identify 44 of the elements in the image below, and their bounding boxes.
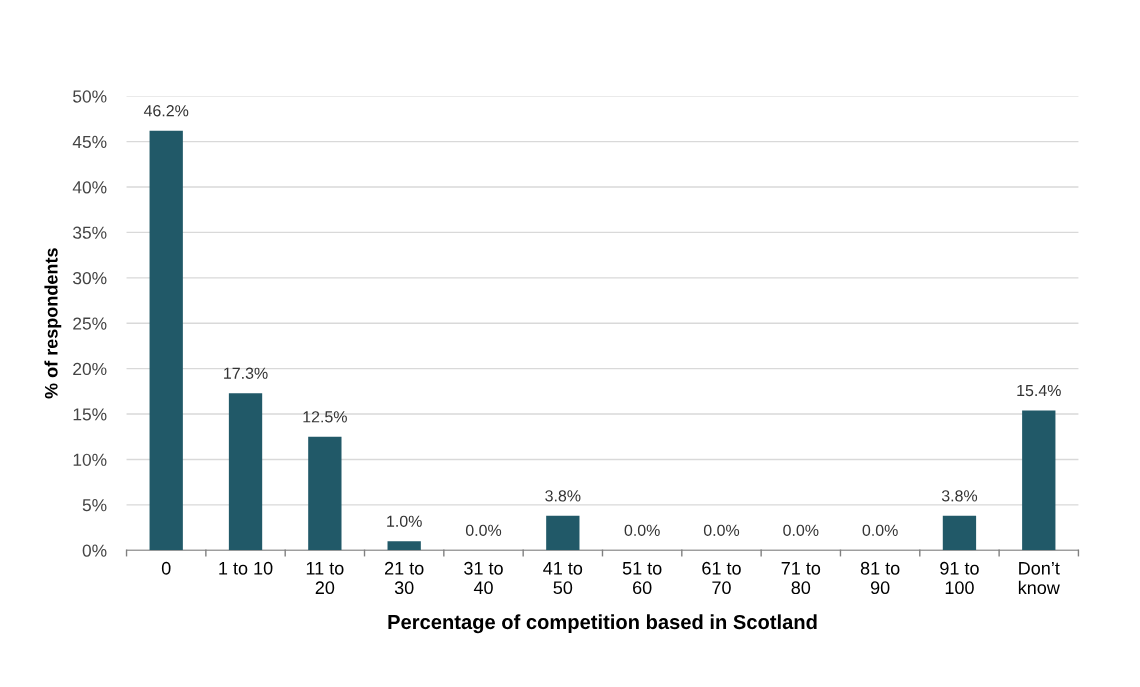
data-label: 1.0% [387, 515, 422, 527]
bar [308, 436, 342, 551]
x-tick-label: 61 to 70 [702, 561, 741, 595]
y-tick-label: 45% [72, 135, 107, 149]
y-tick-label: 15% [73, 408, 107, 421]
y-tick-label: 40% [72, 181, 107, 194]
data-label: 3.8% [941, 490, 978, 502]
data-label: 17.3% [224, 367, 268, 379]
data-label: 0.0% [624, 524, 660, 537]
y-tick-label: 35% [73, 226, 107, 239]
data-label: 12.5% [303, 411, 347, 423]
x-tick-label: 0 [161, 561, 171, 575]
data-label: 0.0% [703, 524, 740, 537]
y-tick-label: 10% [73, 453, 107, 466]
x-tick-label: 81 to 90 [860, 561, 900, 595]
x-tick-label: 21 to 30 [385, 561, 424, 595]
x-tick-label: 11 to 20 [306, 562, 344, 595]
data-label: 0.0% [862, 524, 898, 537]
bar [149, 130, 183, 551]
x-tick-label: 71 to 80 [781, 562, 821, 595]
y-axis-title: % of respondents [44, 248, 62, 399]
x-tick-label: 31 to 40 [464, 561, 503, 595]
data-label: 15.4% [1017, 384, 1061, 397]
bar [1022, 410, 1056, 551]
x-tick-label: Don’t know [1018, 562, 1060, 595]
x-tick-label: 1 to 10 [219, 561, 273, 575]
y-tick-label: 0% [82, 544, 107, 557]
bar [387, 541, 421, 551]
data-label: 0.0% [783, 524, 819, 537]
data-label: 46.2% [143, 105, 189, 117]
x-tick-label: 91 to 100 [940, 561, 979, 595]
bar [228, 393, 263, 551]
y-tick-label: 50% [73, 90, 107, 103]
data-label: 0.0% [465, 524, 502, 537]
data-label: 3.8% [545, 490, 581, 502]
bar [546, 515, 580, 551]
bar [942, 515, 977, 551]
x-axis-title: Percentage of competition based in Scotland [388, 614, 817, 634]
y-tick-label: 25% [73, 317, 107, 330]
x-tick-label: 51 to 60 [622, 562, 662, 595]
y-tick-label: 5% [82, 499, 107, 512]
y-tick-label: 30% [73, 271, 107, 285]
y-tick-label: 20% [73, 362, 107, 376]
x-tick-label: 41 to 50 [543, 562, 583, 595]
